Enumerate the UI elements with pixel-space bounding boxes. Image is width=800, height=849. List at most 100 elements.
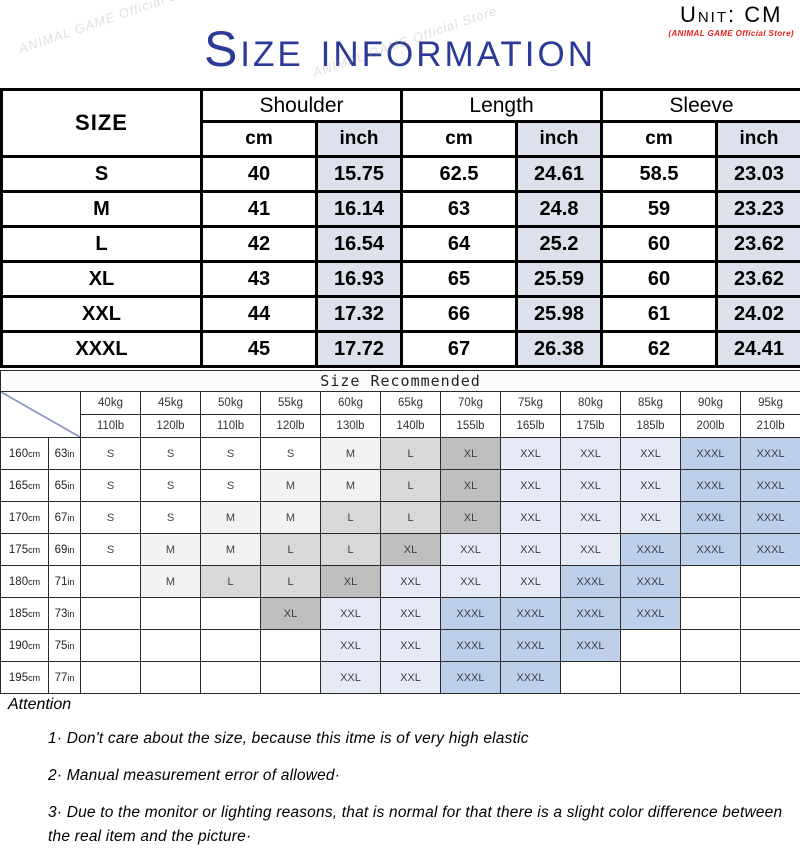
recommend-size-cell: XXL: [561, 438, 621, 470]
height-in-cell: 69in: [49, 534, 81, 566]
recommend-size-cell: XXXL: [741, 438, 800, 470]
height-cm-cell: 175cm: [1, 534, 49, 566]
height-in-unit: in: [67, 641, 74, 651]
recommend-size-cell: S: [81, 470, 141, 502]
unit-block: Unit: CM (ANIMAL GAME Official Store): [668, 2, 794, 38]
size-label-cell: L: [2, 227, 202, 262]
weight-lb-header: 210lb: [741, 415, 800, 438]
attention-item: 3· Due to the monitor or lighting reason…: [8, 801, 790, 849]
recommend-size-cell: M: [141, 534, 201, 566]
size-label-cell: S: [2, 157, 202, 192]
recommend-size-cell: M: [141, 566, 201, 598]
recommend-size-cell: [561, 662, 621, 694]
measurement-value-cell: 17.32: [317, 297, 402, 332]
size-label-cell: XL: [2, 262, 202, 297]
height-in-unit: in: [67, 609, 74, 619]
recommend-size-cell: XXXL: [681, 438, 741, 470]
recommend-size-cell: M: [321, 470, 381, 502]
size-table-corner-header: SIZE: [2, 90, 202, 157]
height-in-cell: 67in: [49, 502, 81, 534]
weight-kg-header: 75kg: [501, 392, 561, 415]
height-in-unit: in: [67, 673, 74, 683]
measurement-value-cell: 24.8: [517, 192, 602, 227]
measurement-value-cell: 24.02: [717, 297, 800, 332]
recommend-size-cell: XXXL: [621, 566, 681, 598]
weight-lb-header: 120lb: [261, 415, 321, 438]
recommend-size-cell: XXL: [381, 566, 441, 598]
recommend-size-cell: XXXL: [681, 470, 741, 502]
recommend-size-cell: S: [261, 438, 321, 470]
recommend-size-cell: XL: [441, 502, 501, 534]
recommend-size-cell: M: [261, 502, 321, 534]
recommend-size-cell: XL: [321, 566, 381, 598]
recommend-size-cell: [741, 662, 800, 694]
height-cm-cell: 165cm: [1, 470, 49, 502]
recommend-size-cell: XXXL: [501, 662, 561, 694]
weight-kg-header: 95kg: [741, 392, 800, 415]
measurement-value-cell: 60: [602, 227, 717, 262]
recommend-size-cell: L: [201, 566, 261, 598]
recommend-size-cell: [141, 630, 201, 662]
measurement-value-cell: 25.98: [517, 297, 602, 332]
height-in-cell: 71in: [49, 566, 81, 598]
measurement-value-cell: 65: [402, 262, 517, 297]
height-cm-unit: cm: [28, 513, 40, 523]
measurement-value-cell: 40: [202, 157, 317, 192]
measurement-value-cell: 23.23: [717, 192, 800, 227]
height-in-unit: in: [67, 577, 74, 587]
recommend-size-cell: L: [321, 502, 381, 534]
height-cm-unit: cm: [28, 641, 40, 651]
recommend-size-cell: [201, 662, 261, 694]
recommend-size-cell: [741, 566, 800, 598]
weight-kg-header: 70kg: [441, 392, 501, 415]
measurement-value-cell: 24.61: [517, 157, 602, 192]
weight-lb-header: 165lb: [501, 415, 561, 438]
height-in-cell: 75in: [49, 630, 81, 662]
measurement-value-cell: 16.14: [317, 192, 402, 227]
size-label-cell: XXXL: [2, 332, 202, 367]
measurement-value-cell: 43: [202, 262, 317, 297]
recommend-size-cell: XXXL: [441, 598, 501, 630]
measurement-value-cell: 23.03: [717, 157, 800, 192]
height-in-unit: in: [67, 545, 74, 555]
recommend-size-cell: XXXL: [501, 630, 561, 662]
recommend-size-cell: XXXL: [741, 502, 800, 534]
page-header: ANIMAL GAME Official Store ANIMAL GAME O…: [0, 0, 800, 88]
weight-kg-header: 40kg: [81, 392, 141, 415]
unit-column-header: inch: [717, 122, 800, 157]
unit-column-header: inch: [317, 122, 402, 157]
recommend-size-cell: S: [81, 534, 141, 566]
measurement-group-header: Length: [402, 90, 602, 122]
recommend-size-cell: [141, 662, 201, 694]
height-cm-cell: 190cm: [1, 630, 49, 662]
recommend-size-cell: M: [261, 470, 321, 502]
measurement-value-cell: 59: [602, 192, 717, 227]
height-in-cell: 65in: [49, 470, 81, 502]
measurement-value-cell: 42: [202, 227, 317, 262]
recommend-size-cell: [81, 630, 141, 662]
measurement-value-cell: 23.62: [717, 262, 800, 297]
height-cm-cell: 185cm: [1, 598, 49, 630]
size-label-cell: M: [2, 192, 202, 227]
recommend-size-cell: XXL: [441, 566, 501, 598]
recommend-size-cell: XL: [441, 438, 501, 470]
weight-lb-header: 130lb: [321, 415, 381, 438]
recommend-size-cell: S: [81, 438, 141, 470]
recommend-size-cell: XXXL: [621, 598, 681, 630]
recommend-size-cell: XXXL: [561, 566, 621, 598]
weight-kg-header: 50kg: [201, 392, 261, 415]
measurement-value-cell: 41: [202, 192, 317, 227]
recommend-size-cell: S: [141, 470, 201, 502]
measurement-value-cell: 25.59: [517, 262, 602, 297]
recommend-size-cell: XXL: [441, 534, 501, 566]
recommend-size-cell: XXXL: [561, 630, 621, 662]
recommend-size-cell: [621, 630, 681, 662]
